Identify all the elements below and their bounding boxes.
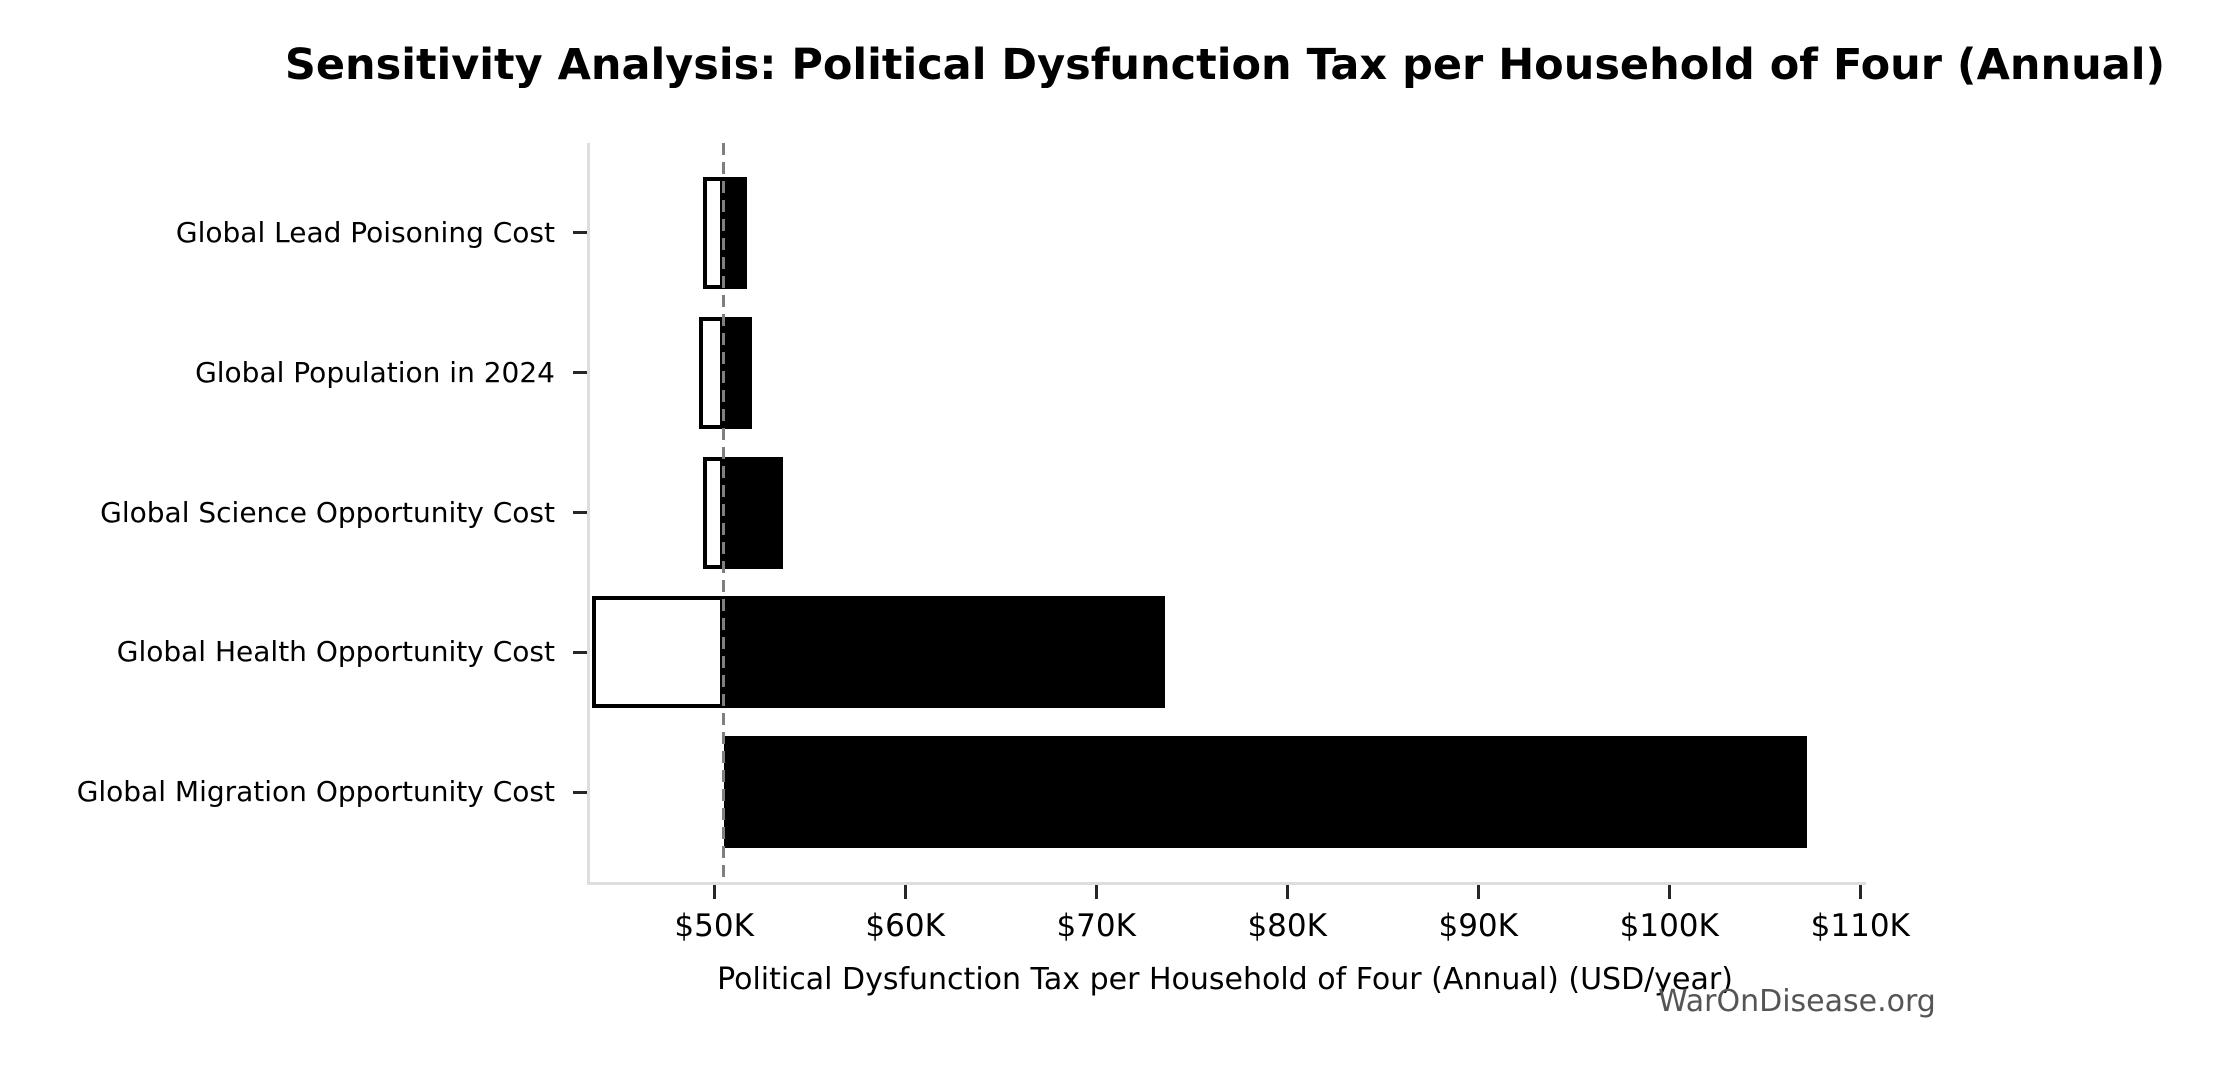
x-tick-label: $50K bbox=[674, 908, 754, 944]
bar-low-segment bbox=[698, 316, 724, 429]
y-tick-mark bbox=[573, 511, 587, 514]
x-tick-mark bbox=[712, 885, 716, 899]
baseline-dashed-line bbox=[722, 143, 726, 882]
plot-area: Global Lead Poisoning Cost Global Populat… bbox=[77, 143, 1910, 944]
x-tick-mark bbox=[1094, 885, 1098, 899]
x-tick-mark bbox=[1858, 885, 1862, 899]
bar-high-segment bbox=[723, 456, 783, 569]
x-tick-label: $90K bbox=[1438, 908, 1518, 944]
x-tick-label: $100K bbox=[1619, 908, 1719, 944]
x-tick-mark bbox=[1476, 885, 1480, 899]
x-tick-mark bbox=[1667, 885, 1671, 899]
y-tick-mark bbox=[573, 371, 587, 375]
x-axis-label: Political Dysfunction Tax per Household … bbox=[717, 962, 1733, 997]
y-tick-label: Global Migration Opportunity Cost bbox=[76, 775, 555, 809]
bar-low-segment bbox=[591, 596, 724, 709]
y-tick-label: Global Science Opportunity Cost bbox=[100, 495, 555, 529]
x-tick-label: $80K bbox=[1247, 908, 1327, 944]
y-tick-mark bbox=[573, 650, 587, 654]
y-tick-mark bbox=[573, 231, 587, 235]
x-tick-label: $70K bbox=[1056, 908, 1136, 944]
y-tick-label: Global Population in 2024 bbox=[195, 355, 555, 389]
bar-low-segment bbox=[702, 456, 724, 569]
chart-title: Sensitivity Analysis: Political Dysfunct… bbox=[284, 40, 2166, 90]
bar-high-segment bbox=[723, 316, 753, 429]
bar-high-segment bbox=[723, 596, 1165, 709]
y-tick-mark bbox=[573, 790, 587, 794]
y-tick-label: Global Lead Poisoning Cost bbox=[175, 215, 555, 249]
bar-high-segment bbox=[723, 736, 1807, 849]
bar-low-segment bbox=[702, 176, 724, 289]
watermark: WarOnDisease.org bbox=[1658, 984, 1936, 1019]
bar-high-segment bbox=[723, 176, 747, 289]
x-tick-label: $60K bbox=[865, 908, 945, 944]
y-tick-label: Global Health Opportunity Cost bbox=[116, 635, 555, 669]
x-tick-mark bbox=[1285, 885, 1289, 899]
x-tick-label: $110K bbox=[1810, 908, 1910, 944]
x-tick-mark bbox=[903, 885, 907, 899]
